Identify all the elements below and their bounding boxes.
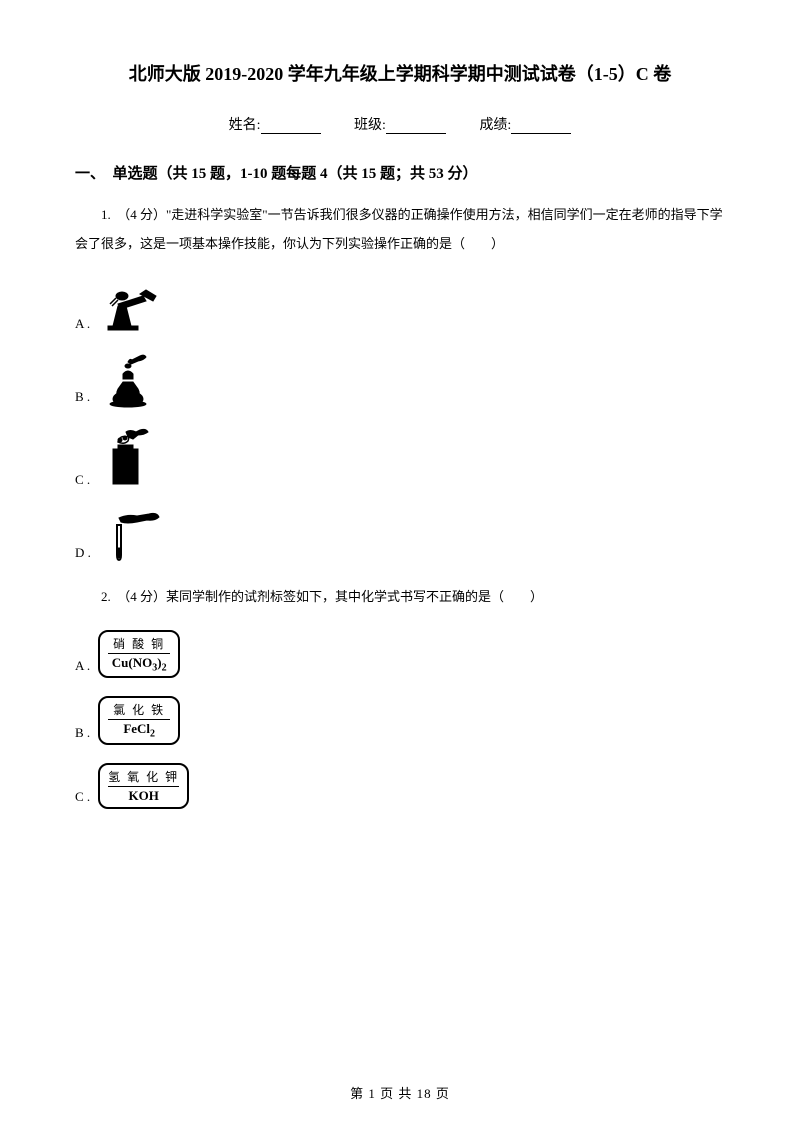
test-tube-hand-icon xyxy=(99,510,169,565)
lab-equipment-icon xyxy=(98,276,168,336)
chem-name: 氢 氧 化 钾 xyxy=(108,768,179,787)
score-label: 成绩: xyxy=(479,118,511,133)
q1-option-a: A . xyxy=(75,276,725,336)
chem-formula: Cu(NO3)2 xyxy=(108,655,170,674)
reagent-label-icon: 氯 化 铁 FeCl2 xyxy=(98,696,180,745)
option-label: B . xyxy=(75,389,90,409)
class-blank xyxy=(386,120,446,134)
option-label: A . xyxy=(75,316,90,336)
option-label: B . xyxy=(75,725,90,745)
option-label: A . xyxy=(75,658,90,678)
q1-option-c: C . xyxy=(75,427,725,492)
class-label: 班级: xyxy=(354,118,386,133)
alcohol-lamp-icon xyxy=(98,354,158,409)
chem-formula: FeCl2 xyxy=(108,721,170,740)
name-blank xyxy=(261,120,321,134)
q1-option-d: D . xyxy=(75,510,725,565)
score-blank xyxy=(511,120,571,134)
chem-name: 硝 酸 铜 xyxy=(108,635,170,654)
student-info-row: 姓名: 班级: 成绩: xyxy=(75,114,725,134)
q2-option-a: A . 硝 酸 铜 Cu(NO3)2 xyxy=(75,630,725,679)
chem-formula: KOH xyxy=(108,788,179,804)
q2-option-c: C . 氢 氧 化 钾 KOH xyxy=(75,763,725,809)
page-title: 北师大版 2019-2020 学年九年级上学期科学期中测试试卷（1-5）C 卷 xyxy=(75,60,725,86)
name-label: 姓名: xyxy=(229,118,261,133)
reagent-label-icon: 硝 酸 铜 Cu(NO3)2 xyxy=(98,630,180,679)
option-label: C . xyxy=(75,472,90,492)
reagent-label-icon: 氢 氧 化 钾 KOH xyxy=(98,763,189,809)
bottle-dropper-icon xyxy=(98,427,158,492)
option-label: D . xyxy=(75,545,91,565)
chem-name: 氯 化 铁 xyxy=(108,701,170,720)
q2-stem: 2. （4 分）某同学制作的试剂标签如下，其中化学式书写不正确的是（ ） xyxy=(75,583,725,612)
option-label: C . xyxy=(75,789,90,809)
q1-option-b: B . xyxy=(75,354,725,409)
q1-stem: 1. （4 分）"走进科学实验室"一节告诉我们很多仪器的正确操作使用方法，相信同… xyxy=(75,201,725,258)
page-footer: 第 1 页 共 18 页 xyxy=(0,1083,800,1102)
q2-option-b: B . 氯 化 铁 FeCl2 xyxy=(75,696,725,745)
section-header: 一、 单选题（共 15 题，1-10 题每题 4（共 15 题；共 53 分） xyxy=(75,162,725,183)
